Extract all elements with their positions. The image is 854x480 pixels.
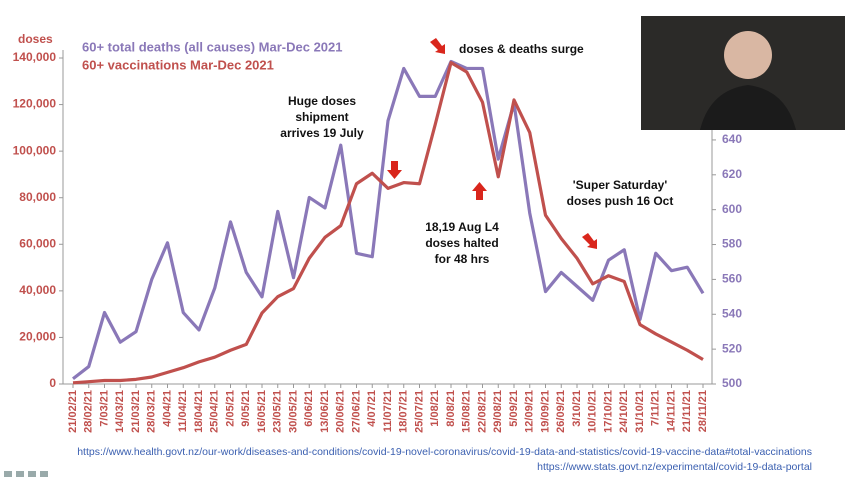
- x-tick-label: 14/03/21: [114, 390, 126, 433]
- series-line: [72, 61, 704, 385]
- y-tick-label: 20,000: [19, 330, 56, 344]
- y-tick-label: 80,000: [19, 190, 56, 204]
- x-tick-label: 19/09/21: [539, 390, 551, 433]
- arrow: [387, 161, 402, 179]
- y2-tick-label: 520: [722, 341, 742, 355]
- y2-tick-label: 620: [722, 167, 742, 181]
- y-tick-label: 60,000: [19, 236, 56, 250]
- control-icon[interactable]: [40, 471, 48, 477]
- x-tick-label: 4/04/21: [161, 390, 173, 427]
- annotation: 18,19 Aug L4: [425, 220, 499, 234]
- player-controls[interactable]: [4, 471, 48, 477]
- arrows: [387, 38, 597, 249]
- x-tick-label: 2/05/21: [224, 390, 236, 427]
- arrow: [472, 182, 487, 200]
- x-tick-label: 31/10/21: [634, 390, 646, 433]
- x-tick-label: 22/08/21: [476, 390, 488, 433]
- legend-entry: 60+ total deaths (all causes) Mar-Dec 20…: [82, 39, 342, 54]
- y-axis-label: doses: [18, 32, 53, 46]
- annotation: arrives 19 July: [280, 126, 364, 140]
- annotation: Huge doses: [288, 94, 356, 108]
- x-tick-label: 21/03/21: [130, 390, 142, 433]
- x-tick-label: 12/09/21: [524, 390, 536, 433]
- x-tick-label: 3/10/21: [571, 390, 583, 427]
- x-tick-label: 26/09/21: [555, 390, 567, 433]
- annotation: 'Super Saturday': [573, 178, 668, 192]
- x-tick-label: 23/05/21: [272, 390, 284, 433]
- x-tick-label: 24/10/21: [618, 390, 630, 433]
- y-tick-label: 100,000: [13, 143, 57, 157]
- x-tick-label: 28/11/21: [697, 390, 709, 432]
- annotation: for 48 hrs: [435, 252, 490, 266]
- x-tick-label: 17/10/21: [602, 390, 614, 433]
- arrow: [430, 38, 445, 54]
- arrow: [582, 233, 597, 249]
- source-url: https://www.health.govt.nz/our-work/dise…: [77, 446, 812, 458]
- x-tick-label: 18/04/21: [193, 390, 205, 433]
- y2-tick-label: 640: [722, 132, 742, 146]
- y-tick-label: 120,000: [13, 97, 57, 111]
- webcam-person: [724, 31, 772, 79]
- y2-tick-label: 560: [722, 272, 742, 286]
- x-tick-label: 28/03/21: [146, 390, 158, 433]
- series-line: [72, 59, 705, 381]
- webcam-person-body: [700, 85, 796, 130]
- x-tick-label: 9/05/21: [240, 390, 252, 427]
- y2-tick-label: 540: [722, 306, 742, 320]
- y2-tick-label: 580: [722, 237, 742, 251]
- x-tick-label: 18/07/21: [398, 390, 410, 433]
- x-tick-label: 15/08/21: [461, 390, 473, 433]
- x-tick-label: 10/10/21: [587, 390, 599, 433]
- y-tick-label: 40,000: [19, 283, 56, 297]
- x-tick-label: 25/04/21: [209, 390, 221, 433]
- x-tick-label: 20/06/21: [335, 390, 347, 433]
- annotation: shipment: [295, 110, 348, 124]
- source-url: https://www.stats.govt.nz/experimental/c…: [537, 461, 812, 473]
- x-tick-label: 11/04/21: [177, 390, 189, 432]
- y2-tick-label: 500: [722, 376, 742, 390]
- x-tick-label: 28/02/21: [83, 390, 95, 433]
- x-tick-label: 1/08/21: [429, 390, 441, 427]
- x-tick-label: 11/07/21: [382, 390, 394, 432]
- x-tick-label: 7/03/21: [98, 390, 110, 427]
- x-tick-label: 16/05/21: [256, 390, 268, 433]
- control-icon[interactable]: [4, 471, 12, 477]
- y-tick-label: 140,000: [13, 50, 57, 64]
- x-tick-label: 29/08/21: [492, 390, 504, 433]
- y2-tick-label: 600: [722, 202, 742, 216]
- x-tick-label: 5/09/21: [508, 390, 520, 427]
- x-tick-label: 14/11/21: [665, 390, 677, 432]
- x-tick-label: 8/08/21: [445, 390, 457, 427]
- x-tick-label: 21/11/21: [681, 390, 693, 432]
- x-tick-label: 21/02/21: [67, 390, 79, 433]
- x-tick-label: 25/07/21: [413, 390, 425, 433]
- x-tick-label: 4/07/21: [366, 390, 378, 427]
- x-tick-label: 27/06/21: [350, 390, 362, 433]
- control-icon[interactable]: [28, 471, 36, 477]
- y-tick-label: 0: [49, 376, 56, 390]
- x-tick-label: 13/06/21: [319, 390, 331, 433]
- x-tick-label: 30/05/21: [287, 390, 299, 433]
- x-tick-label: 7/11/21: [650, 390, 662, 426]
- x-tick-label: 6/06/21: [303, 390, 315, 427]
- annotation: doses & deaths surge: [459, 42, 584, 56]
- legend-entry: 60+ vaccinations Mar-Dec 2021: [82, 57, 274, 72]
- control-icon[interactable]: [16, 471, 24, 477]
- annotation: doses push 16 Oct: [567, 194, 674, 208]
- annotation: doses halted: [425, 236, 498, 250]
